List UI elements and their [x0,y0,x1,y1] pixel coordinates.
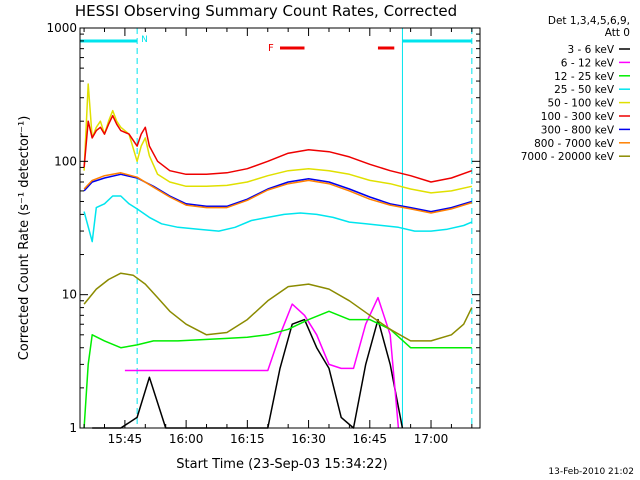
series-line-6 [83,173,473,213]
plot-area: NF [80,28,473,429]
series-line-2 [83,310,472,429]
chart-title: HESSI Observing Summary Count Rates, Cor… [75,2,457,20]
y-tick-label-0: 1 [69,421,77,435]
series-line-7 [83,172,473,214]
plot-frame [79,27,481,429]
x-tick-label-2: 16:15 [230,432,265,446]
series-line-3 [83,195,473,243]
series-line-1 [124,296,400,429]
footer-date: 13-Feb-2010 21:02 [548,467,634,477]
series-line-8 [83,272,473,342]
legend-label-0: 3 - 6 keV [567,44,614,56]
legend-label-3: 25 - 50 keV [554,84,615,96]
series-line-5 [83,114,473,183]
series-line-0 [92,318,404,429]
axes: 1 10 100 1000 15:45 16:00 16:15 16:30 16:45 17:00 [46,21,481,446]
y-tick-label-1: 10 [62,288,77,302]
legend-label-2: 12 - 25 keV [554,71,615,83]
legend-header-line-0: Det 1,3,4,5,6,9, [548,15,630,27]
y-tick-label-2: 100 [54,154,77,168]
y-axis-title: Corrected Count Rate (s⁻¹ detector⁻¹) [17,116,32,361]
x-tick-label-3: 16:30 [291,432,326,446]
legend-label-5: 100 - 300 keV [541,111,615,123]
legend-header-line-1: Att 0 [605,27,630,39]
legend-label-6: 300 - 800 keV [541,124,615,136]
x-axis-title: Start Time (23-Sep-03 15:34:22) [176,457,387,472]
legend-label-1: 6 - 12 keV [561,57,615,69]
legend-label-7: 800 - 7000 keV [534,138,615,150]
saa-label: F [268,43,274,54]
legend-label-4: 50 - 100 keV [547,98,614,110]
x-tick-label-1: 16:00 [169,432,204,446]
night-label: N [141,35,148,45]
y-tick-label-3: 1000 [46,21,77,35]
legend-header: Det 1,3,4,5,6,9,Att 0 [548,15,630,39]
x-tick-label-0: 15:45 [108,432,143,446]
legend-label-8: 7000 - 20000 keV [521,151,615,163]
x-tick-label-4: 16:45 [352,432,387,446]
x-tick-label-5: 17:00 [414,432,449,446]
